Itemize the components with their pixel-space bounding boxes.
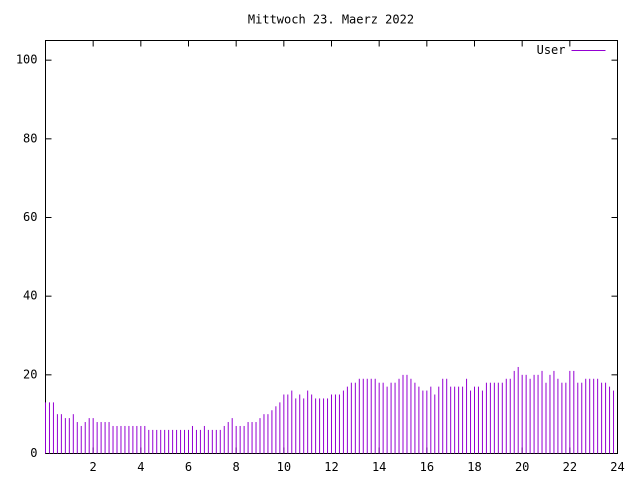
y-tick-label: 20 <box>23 367 37 381</box>
x-tick-label: 10 <box>277 460 291 474</box>
y-tick-label: 40 <box>23 289 37 303</box>
x-tick-label: 14 <box>372 460 386 474</box>
x-tick-label: 12 <box>324 460 338 474</box>
x-tick-label: 22 <box>563 460 577 474</box>
chart-title: Mittwoch 23. Maerz 2022 <box>248 13 414 27</box>
legend-label: User <box>537 43 566 57</box>
x-tick-label: 24 <box>610 460 624 474</box>
x-tick-label: 18 <box>467 460 481 474</box>
y-tick-label: 0 <box>30 446 37 460</box>
y-tick-label: 60 <box>23 210 37 224</box>
plot-frame <box>45 40 618 454</box>
x-tick-label: 4 <box>137 460 144 474</box>
x-tick-label: 2 <box>90 460 97 474</box>
x-tick-label: 6 <box>185 460 192 474</box>
y-tick-label: 80 <box>23 131 37 145</box>
y-tick-label: 100 <box>16 53 38 67</box>
x-tick-label: 16 <box>420 460 434 474</box>
x-tick-label: 8 <box>233 460 240 474</box>
x-tick-label: 20 <box>515 460 529 474</box>
